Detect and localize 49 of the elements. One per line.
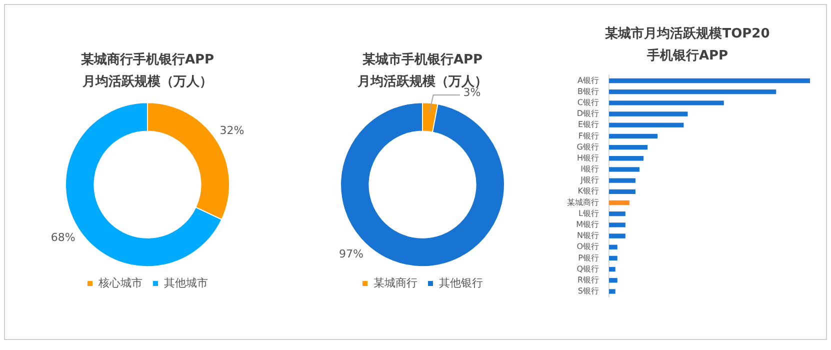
bar <box>609 200 630 206</box>
bar <box>609 266 616 272</box>
bar <box>609 144 648 150</box>
bar <box>609 256 618 261</box>
y-tick-label: N银行 <box>577 231 599 240</box>
bar <box>609 90 776 94</box>
bar <box>609 211 626 216</box>
y-tick-label: H银行 <box>576 153 599 162</box>
data-label: 68% <box>50 231 76 244</box>
y-tick-label: 某城商行 <box>567 198 599 207</box>
bar <box>609 289 616 294</box>
legend-label: 其他银行 <box>439 276 483 290</box>
bar <box>609 222 626 228</box>
bar <box>609 112 688 116</box>
data-label: 97% <box>338 248 364 261</box>
y-tick-label: A银行 <box>578 76 599 85</box>
y-tick-label: C银行 <box>577 98 599 108</box>
bar <box>609 189 636 194</box>
y-tick-label: R银行 <box>577 275 599 284</box>
y-tick-label: S银行 <box>578 286 599 296</box>
data-label: 32% <box>220 124 244 137</box>
y-tick-label: P银行 <box>578 253 599 262</box>
chart-title: 某城市月均活跃规模TOP20 手机银行APP <box>604 25 770 64</box>
legend-label: 某城商行 <box>374 276 418 290</box>
bar <box>609 167 640 172</box>
legend-label: 核心城市 <box>98 276 142 290</box>
bar <box>609 134 658 139</box>
y-tick-label: J银行 <box>580 176 599 185</box>
y-tick-label: F银行 <box>578 131 599 140</box>
y-tick-label: G银行 <box>576 142 599 152</box>
y-tick-label: O银行 <box>576 242 599 252</box>
bar <box>609 178 636 183</box>
bar <box>609 78 810 84</box>
legend-label: 其他城市 <box>164 276 208 290</box>
y-tick-label: K银行 <box>578 186 599 196</box>
bar <box>609 244 618 250</box>
y-tick-label: M银行 <box>576 220 599 229</box>
y-tick-label: L银行 <box>578 208 599 218</box>
y-tick-label: D银行 <box>576 109 599 118</box>
bar <box>609 278 618 283</box>
y-tick-label: I银行 <box>580 164 599 174</box>
bar <box>609 234 626 238</box>
y-tick-label: Q银行 <box>576 264 599 274</box>
y-tick-label: E银行 <box>578 120 599 130</box>
y-tick-label: B银行 <box>578 86 599 96</box>
bar <box>609 100 724 106</box>
bar <box>609 156 644 161</box>
chart-title: 某城商行手机银行APP 月均活跃规模（万人） <box>80 51 214 90</box>
bar <box>609 122 684 128</box>
